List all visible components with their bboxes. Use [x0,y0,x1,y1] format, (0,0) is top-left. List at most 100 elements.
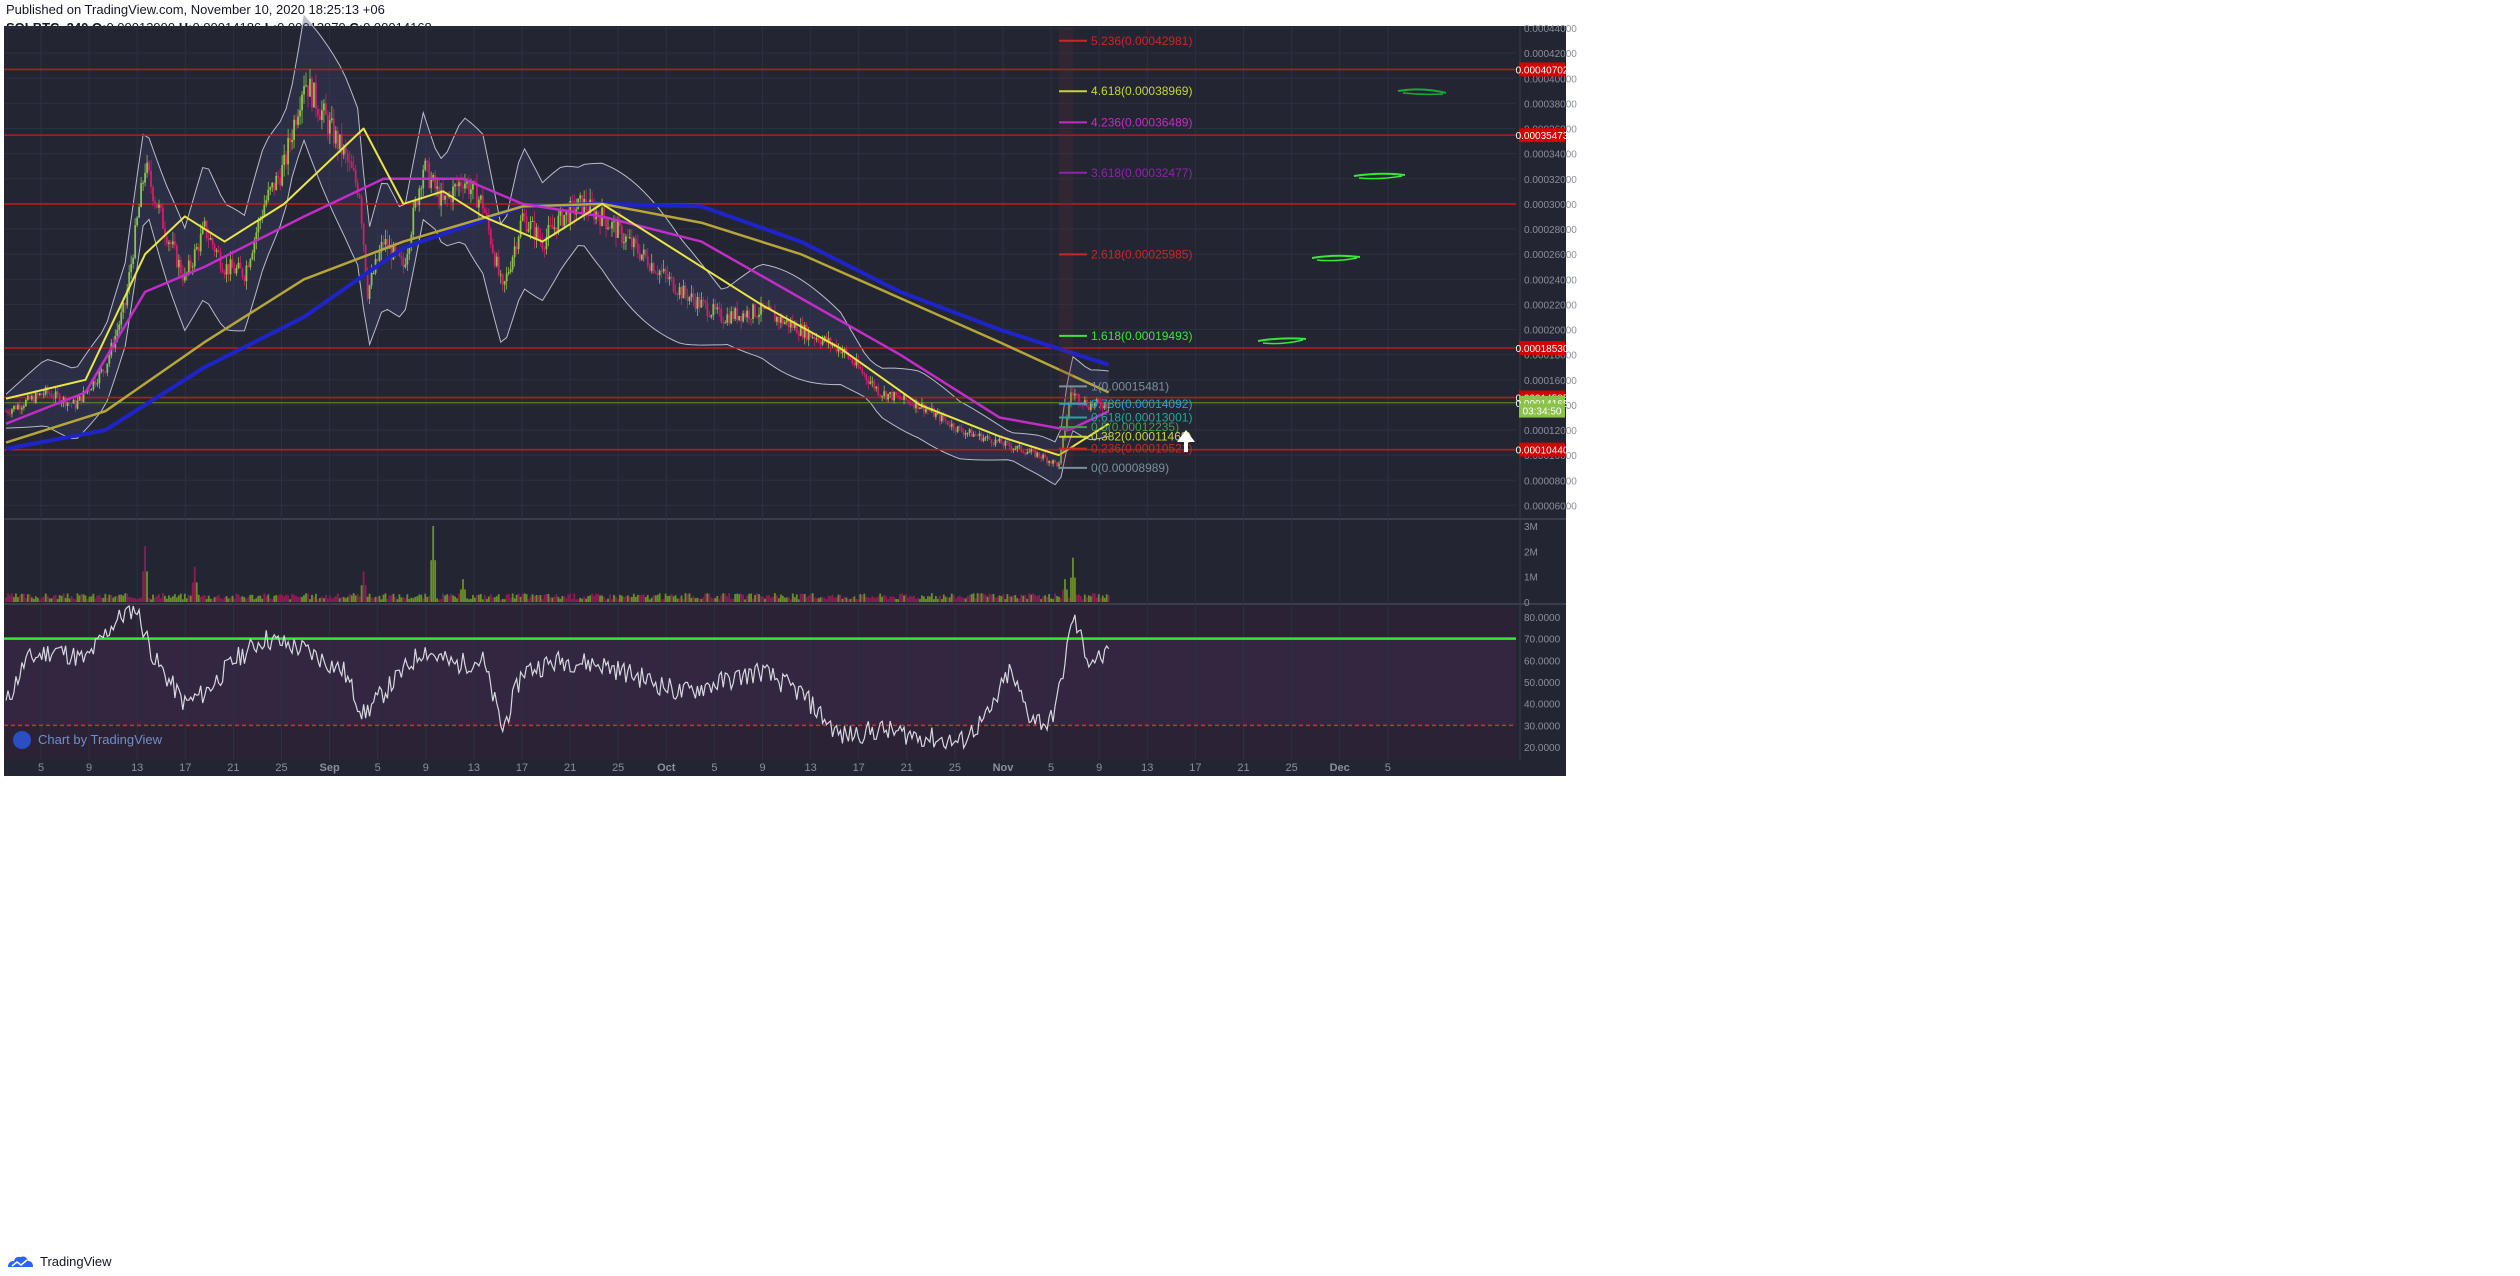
candle-body [1076,393,1078,395]
volume-bar [1016,598,1019,602]
volume-bar [1006,594,1009,602]
candle-body [17,404,19,410]
volume-bar [1024,594,1027,602]
volume-bar [652,595,655,602]
candle-body [22,406,25,408]
candle-body [758,314,760,317]
fib-level-label: 3.618(0.00032477) [1091,166,1192,180]
target-mark [1353,172,1406,177]
volume-bar [434,560,437,602]
volume-bar [925,598,927,602]
volume-bar [1077,594,1080,602]
candle-body [40,393,43,395]
volume-bar [32,598,35,602]
volume-bar [613,595,615,602]
candle-body [235,268,238,274]
volume-bar [197,594,200,602]
volume-bar [1038,594,1041,602]
volume-bar [102,597,105,602]
volume-bar [573,593,576,602]
volume-bar [356,594,359,602]
candle-body [394,244,397,252]
volume-bar [493,597,496,602]
candle-body [672,277,675,292]
volume-bar [839,594,842,602]
candle-body [116,330,119,336]
volume-bar [1044,595,1047,602]
candle-body [521,213,524,221]
volume-bar [219,598,222,602]
volume-bar [952,594,955,602]
candle-body [66,402,69,407]
volume-bar [148,597,150,602]
x-tick-label: 13 [804,762,816,774]
volume-bar [154,597,156,602]
candle-body [432,175,435,180]
volume-bar [48,598,51,602]
volume-bar [837,594,840,602]
candle-body [897,395,899,397]
volume-bar [768,595,770,602]
x-tick-label: 25 [275,762,287,774]
candle-body [215,250,218,252]
volume-bar [104,593,107,602]
volume-bar [628,596,631,602]
candle-body [307,85,309,97]
candle-body [462,186,464,189]
volume-bar [64,598,67,602]
candle-body [162,207,164,229]
bollinger-lower [5,138,1109,486]
candle-body [213,244,216,252]
volume-bar [714,598,717,602]
volume-bar [974,598,977,602]
volume-bar [923,596,925,602]
volume-bar [879,593,882,602]
candle-body [905,394,907,401]
candle-body [1068,402,1070,418]
candle-body [779,316,782,323]
candle-body [881,396,884,398]
volume-bar [1066,589,1068,602]
volume-bar [563,596,566,602]
candle-body [851,359,854,364]
candle-body [1020,445,1023,452]
volume-bar [440,598,443,602]
volume-bar [998,595,1001,602]
volume-bar [730,598,733,602]
volume-bar [297,597,299,602]
volume-bar [841,598,844,602]
volume-bar [46,595,49,602]
candle-body [750,318,752,320]
fib-level-label: 4.236(0.00036489) [1091,115,1192,129]
x-tick-label: 25 [612,762,624,774]
volume-bar [470,598,472,602]
volume-bar [215,596,218,602]
volume-bar [70,596,73,602]
candle-body [809,330,812,338]
volume-bar [324,595,327,602]
volume-bar [173,594,176,602]
candle-body [326,115,329,134]
volume-bar [762,596,764,602]
volume-bar [38,599,41,602]
candle-body [895,392,898,396]
volume-bar [779,594,782,602]
candle-body [706,302,709,317]
candle-body [52,397,55,399]
candle-body [92,380,95,390]
candle-body [352,167,355,171]
candle-body [414,200,417,208]
candle-body [209,237,212,240]
candle-body [694,299,697,309]
volume-bar [634,596,637,602]
candle-body [630,237,633,248]
candle-body [734,308,737,319]
volume-bar [120,594,123,602]
volume-bar [473,597,476,602]
volume-bar [748,593,750,602]
volume-bar [1010,596,1013,602]
volume-bar [225,596,228,602]
candle-body [289,138,292,143]
candle-body [442,190,445,200]
